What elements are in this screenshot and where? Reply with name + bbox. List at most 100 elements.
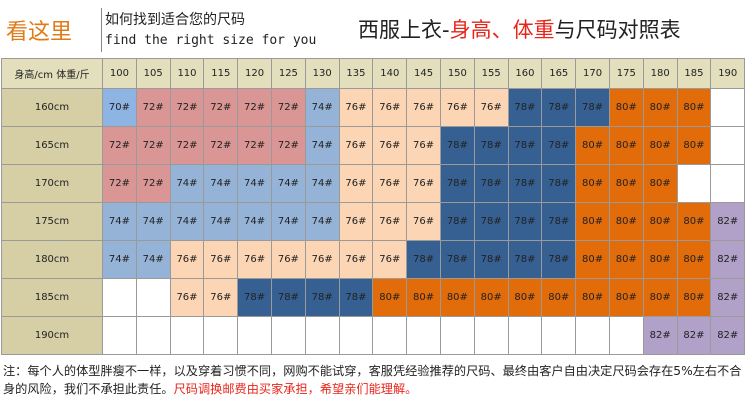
table-row: 190cm 82# 82# 82# — [1, 316, 746, 355]
size-cell: 80# — [608, 88, 644, 127]
size-cell: 78# — [473, 126, 509, 165]
size-cell: 74# — [135, 240, 171, 279]
size-cell: 76# — [406, 88, 441, 127]
size-cell: 78# — [507, 126, 543, 165]
weight-header-cell: 135 — [338, 58, 374, 89]
size-cell: 82# — [710, 202, 746, 241]
table-row: 185cm 76# 76# 78# 78# 78# 78# 80# 80# 80# 80# 80# 80… — [1, 278, 746, 317]
weight-header-row: 身高/cm 体重/斤 100 105 110 115 120 125 130 135 140 145… — [1, 58, 746, 89]
size-cell — [372, 316, 408, 355]
size-cell: 74# — [304, 202, 340, 241]
size-cell: 74# — [270, 202, 306, 241]
weight-header-cell: 180 — [642, 58, 678, 89]
size-cell: 76# — [406, 202, 441, 241]
size-cell: 74# — [304, 164, 340, 203]
size-cell: 78# — [575, 88, 610, 127]
size-cell: 82# — [710, 240, 746, 279]
size-cell: 76# — [406, 126, 441, 165]
size-cell: 80# — [575, 126, 610, 165]
size-cell: 80# — [642, 240, 678, 279]
size-cell: 76# — [372, 164, 408, 203]
size-cell: 74# — [237, 164, 272, 203]
subtitle-english: find the right size for you — [105, 33, 317, 48]
table-row: 160cm 70# 72# 72# 72# 72# 72# 74# 76# 76# 76# 76# 76… — [1, 88, 746, 127]
height-label: 180cm — [1, 240, 103, 279]
weight-header-cell: 105 — [135, 58, 171, 89]
size-cell: 74# — [203, 164, 239, 203]
size-cell: 80# — [676, 202, 712, 241]
size-cell: 78# — [541, 126, 577, 165]
size-cell: 78# — [237, 278, 272, 317]
size-cell: 76# — [270, 240, 306, 279]
size-cell: 74# — [135, 202, 171, 241]
weight-header-cell: 130 — [304, 58, 340, 89]
size-cell: 76# — [338, 164, 374, 203]
size-cell: 76# — [304, 240, 340, 279]
title-part1: 西服上衣- — [358, 18, 450, 42]
size-cell: 74# — [304, 88, 340, 127]
size-cell: 80# — [608, 278, 644, 317]
size-cell: 74# — [237, 202, 272, 241]
size-cell: 78# — [541, 88, 577, 127]
size-cell — [102, 316, 137, 355]
size-cell — [169, 316, 205, 355]
size-cell: 76# — [372, 202, 408, 241]
size-cell: 74# — [270, 164, 306, 203]
size-cell: 80# — [372, 278, 408, 317]
size-cell: 80# — [676, 88, 712, 127]
size-cell: 80# — [608, 202, 644, 241]
size-cell: 76# — [169, 240, 205, 279]
size-cell: 70# — [102, 88, 137, 127]
size-cell: 80# — [608, 126, 644, 165]
weight-header-cell: 145 — [406, 58, 441, 89]
size-cell: 72# — [203, 88, 239, 127]
weight-header-cell: 185 — [676, 58, 712, 89]
weight-header-cell: 190 — [710, 58, 746, 89]
size-cell: 76# — [473, 88, 509, 127]
size-cell: 80# — [642, 202, 678, 241]
size-cell: 76# — [338, 88, 374, 127]
weight-header-cell: 160 — [507, 58, 543, 89]
size-cell: 76# — [338, 126, 374, 165]
size-cell: 80# — [575, 278, 610, 317]
size-cell: 78# — [473, 164, 509, 203]
table-row: 180cm 74# 74# 76# 76# 76# 76# 76# 76# 76# 78# 78# 78… — [1, 240, 746, 279]
size-cell — [473, 316, 509, 355]
size-cell: 80# — [676, 240, 712, 279]
weight-header-cell: 120 — [237, 58, 272, 89]
size-cell: 78# — [541, 164, 577, 203]
size-cell: 76# — [338, 240, 374, 279]
size-cell — [406, 316, 441, 355]
size-cell: 80# — [575, 240, 610, 279]
size-cell: 82# — [710, 316, 746, 355]
size-cell — [237, 316, 272, 355]
size-cell: 72# — [270, 126, 306, 165]
size-cell: 78# — [507, 202, 543, 241]
size-cell: 80# — [473, 278, 509, 317]
size-cell: 72# — [169, 126, 205, 165]
height-label: 190cm — [1, 316, 103, 355]
size-chart-table: 身高/cm 体重/斤 100 105 110 115 120 125 130 135 140 145… — [1, 58, 746, 355]
size-cell: 72# — [135, 88, 171, 127]
size-cell: 72# — [169, 88, 205, 127]
size-cell: 72# — [203, 126, 239, 165]
size-cell: 78# — [270, 278, 306, 317]
size-cell — [102, 278, 137, 317]
size-cell — [541, 316, 577, 355]
brand-label: 看这里 — [6, 20, 73, 45]
height-label: 170cm — [1, 164, 103, 203]
weight-header-cell: 125 — [270, 58, 306, 89]
size-cell — [507, 316, 543, 355]
size-cell: 80# — [642, 88, 678, 127]
table-row: 175cm 74# 74# 74# 74# 74# 74# 74# 76# 76# 76# 78# 78… — [1, 202, 746, 241]
note-text: 注：每个人的体型胖瘦不一样，以及穿着习惯不同，网购不能试穿，客服凭经验推荐的尺码… — [3, 364, 742, 396]
size-cell: 82# — [642, 316, 678, 355]
size-cell — [710, 88, 746, 127]
size-cell: 72# — [270, 88, 306, 127]
size-cell: 78# — [439, 240, 475, 279]
size-cell: 78# — [473, 202, 509, 241]
weight-header-cell: 170 — [575, 58, 610, 89]
size-cell: 74# — [169, 202, 205, 241]
size-cell: 76# — [237, 240, 272, 279]
size-cell — [710, 126, 746, 165]
